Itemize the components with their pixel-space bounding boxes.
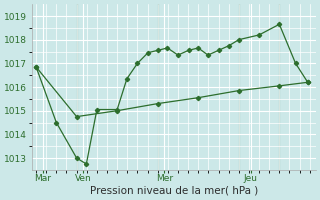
X-axis label: Pression niveau de la mer( hPa ): Pression niveau de la mer( hPa ) bbox=[90, 186, 258, 196]
